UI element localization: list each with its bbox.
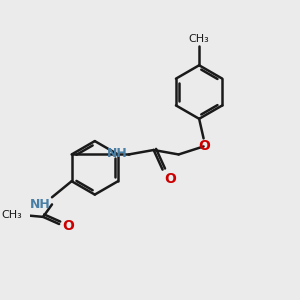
Text: O: O (62, 219, 74, 233)
Text: CH₃: CH₃ (189, 34, 209, 44)
Text: NH: NH (30, 198, 51, 211)
Text: O: O (199, 139, 210, 153)
Text: NH: NH (107, 147, 128, 160)
Text: CH₃: CH₃ (1, 210, 22, 220)
Text: O: O (164, 172, 176, 186)
